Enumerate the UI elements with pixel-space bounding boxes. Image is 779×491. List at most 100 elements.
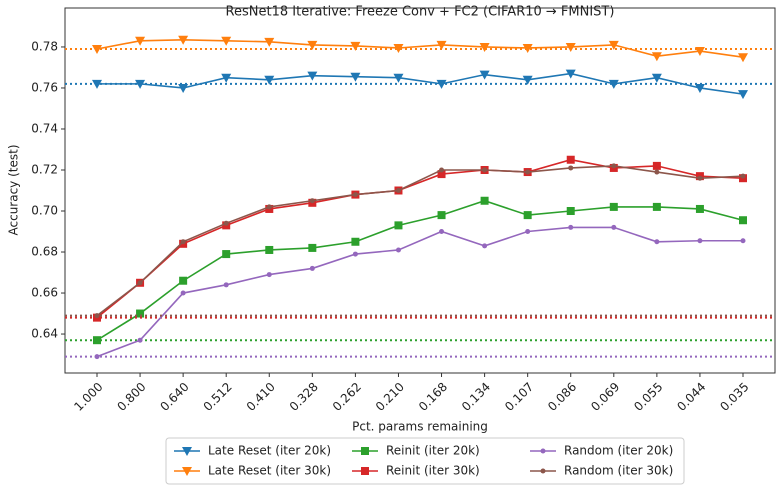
data-point [350, 72, 361, 82]
data-point [178, 35, 189, 45]
data-point [309, 198, 315, 204]
legend-label: Random (iter 20k) [564, 444, 673, 458]
data-point [525, 229, 531, 235]
data-point [92, 79, 102, 89]
data-point [439, 167, 445, 173]
y-tick-label: 0.70 [31, 204, 58, 218]
data-point [652, 161, 661, 170]
data-point [307, 40, 318, 50]
data-point [523, 211, 532, 220]
data-point [393, 43, 404, 53]
data-point [395, 247, 401, 253]
data-point [180, 239, 186, 245]
y-tick-label: 0.64 [31, 327, 58, 341]
data-point [740, 173, 746, 179]
data-point [94, 313, 100, 319]
x-tick-label: 0.328 [287, 380, 321, 414]
data-point [223, 220, 229, 226]
data-point [654, 239, 660, 245]
data-point [608, 40, 619, 50]
data-point [137, 337, 143, 343]
data-point [479, 70, 490, 80]
data-point [352, 192, 358, 198]
data-point [351, 237, 360, 246]
data-point [221, 36, 232, 46]
y-tick-label: 0.68 [31, 245, 58, 259]
data-point [221, 73, 232, 83]
data-point [611, 224, 617, 230]
legend-marker [182, 467, 192, 476]
data-point [439, 229, 445, 235]
data-point [482, 167, 488, 173]
data-point [565, 42, 576, 52]
data-point [223, 282, 229, 288]
legend-label: Reinit (iter 30k) [386, 464, 480, 478]
data-point [222, 250, 231, 259]
data-point [568, 165, 574, 171]
x-axis-label: Pct. params remaining [352, 420, 488, 434]
series-line [96, 38, 744, 59]
legend-marker [182, 447, 192, 456]
x-tick-label: 0.069 [588, 380, 622, 414]
data-point [436, 40, 447, 50]
chart-title: ResNet18 Iterative: Freeze Conv + FC2 (C… [226, 5, 615, 20]
x-tick-label: 0.800 [114, 380, 148, 414]
legend-marker [361, 447, 369, 455]
data-point [651, 52, 662, 62]
series-line [97, 72, 744, 95]
x-tick-label: 0.086 [545, 380, 579, 414]
data-point [522, 43, 533, 53]
data-point [697, 175, 703, 181]
data-point [307, 71, 318, 81]
x-tick-label: 0.168 [416, 380, 450, 414]
data-point [94, 354, 100, 360]
data-point [565, 69, 576, 79]
x-tick-label: 0.107 [502, 380, 536, 414]
data-point [395, 188, 401, 193]
data-point [309, 265, 315, 271]
series-line [96, 226, 743, 358]
data-point [611, 163, 617, 169]
legend-marker [540, 468, 546, 474]
data-point [695, 204, 704, 213]
data-point [568, 224, 574, 230]
legend-marker [540, 448, 546, 454]
data-point [651, 73, 662, 83]
data-point [522, 75, 533, 85]
data-point [694, 83, 705, 93]
data-point [393, 73, 404, 83]
y-tick-label: 0.78 [31, 39, 58, 53]
y-tick-label: 0.76 [31, 80, 58, 94]
data-point [654, 169, 660, 175]
data-point [566, 155, 575, 164]
y-axis-label: Accuracy (test) [7, 144, 21, 235]
x-tick-label: 1.000 [71, 380, 105, 414]
data-point [482, 243, 488, 249]
y-tick-label: 0.66 [31, 286, 58, 300]
data-point [525, 169, 531, 175]
x-tick-label: 0.035 [717, 380, 751, 414]
data-point [609, 202, 618, 211]
x-tick-label: 0.055 [631, 380, 665, 414]
legend-marker [361, 467, 369, 475]
data-point [266, 204, 272, 210]
data-point [179, 276, 188, 285]
data-point [738, 53, 748, 63]
series-line [96, 165, 744, 317]
data-point [352, 251, 358, 257]
x-tick-label: 0.512 [201, 380, 235, 414]
data-point [480, 196, 489, 205]
data-point [264, 75, 275, 85]
y-tick-label: 0.72 [31, 162, 58, 176]
data-point [437, 211, 446, 220]
data-point [739, 216, 747, 225]
data-point [652, 202, 661, 211]
x-tick-label: 0.210 [373, 380, 407, 414]
data-point [266, 272, 272, 278]
data-point [479, 42, 490, 52]
x-tick-label: 0.044 [674, 380, 708, 414]
data-point [93, 336, 101, 345]
data-point [135, 36, 146, 46]
data-point [350, 41, 361, 51]
